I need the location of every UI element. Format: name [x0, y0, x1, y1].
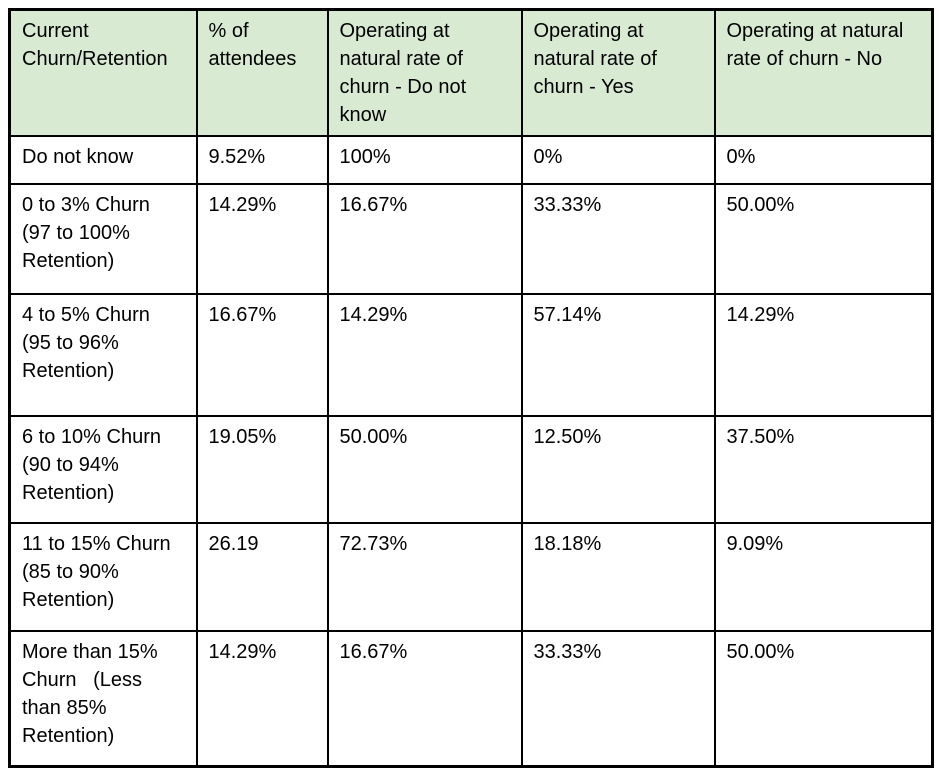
- table-cell: 100%: [326, 135, 523, 185]
- table-row: 6 to 10% Churn (90 to 94% Retention) 19.…: [8, 415, 934, 524]
- table-cell: 50.00%: [713, 630, 934, 767]
- row-label-cell: 11 to 15% Churn (85 to 90% Retention): [8, 522, 198, 632]
- column-header-pct-of-attendees: % of attendees: [195, 8, 329, 137]
- column-header-current-churn-retention: Current Churn/Retention: [8, 8, 198, 137]
- column-header-natural-rate-do-not-know: Operating at natural rate of churn - Do …: [326, 8, 523, 137]
- header-row: Current Churn/Retention % of attendees O…: [8, 8, 934, 137]
- table-cell: 0%: [713, 135, 934, 185]
- table-cell: 50.00%: [713, 183, 934, 295]
- table-cell: 14.29%: [713, 293, 934, 417]
- churn-retention-table: Current Churn/Retention % of attendees O…: [8, 8, 934, 768]
- table-row: 0 to 3% Churn (97 to 100% Retention) 14.…: [8, 183, 934, 295]
- table-cell: 19.05%: [195, 415, 329, 524]
- row-label-cell: More than 15% Churn (Less than 85% Reten…: [8, 630, 198, 767]
- table-cell: 16.67%: [195, 293, 329, 417]
- column-header-natural-rate-no: Operating at natural rate of churn - No: [713, 8, 934, 137]
- table-row: 4 to 5% Churn (95 to 96% Retention) 16.6…: [8, 293, 934, 417]
- table-cell: 18.18%: [520, 522, 716, 632]
- column-header-natural-rate-yes: Operating at natural rate of churn - Yes: [520, 8, 716, 137]
- table-row: More than 15% Churn (Less than 85% Reten…: [8, 630, 934, 767]
- table-cell: 33.33%: [520, 630, 716, 767]
- table-cell: 57.14%: [520, 293, 716, 417]
- row-label-cell: 4 to 5% Churn (95 to 96% Retention): [8, 293, 198, 417]
- table-row: 11 to 15% Churn (85 to 90% Retention) 26…: [8, 522, 934, 632]
- table-cell: 50.00%: [326, 415, 523, 524]
- table-cell: 12.50%: [520, 415, 716, 524]
- table-cell: 14.29%: [326, 293, 523, 417]
- table-cell: 33.33%: [520, 183, 716, 295]
- table-cell: 14.29%: [195, 183, 329, 295]
- table-cell: 37.50%: [713, 415, 934, 524]
- row-label-cell: Do not know: [8, 135, 198, 185]
- table-cell: 16.67%: [326, 630, 523, 767]
- table-cell: 0%: [520, 135, 716, 185]
- row-label-cell: 6 to 10% Churn (90 to 94% Retention): [8, 415, 198, 524]
- table-cell: 26.19: [195, 522, 329, 632]
- table-cell: 72.73%: [326, 522, 523, 632]
- table-cell: 16.67%: [326, 183, 523, 295]
- table-cell: 9.52%: [195, 135, 329, 185]
- table-cell: 14.29%: [195, 630, 329, 767]
- row-label-cell: 0 to 3% Churn (97 to 100% Retention): [8, 183, 198, 295]
- table-row: Do not know 9.52% 100% 0% 0%: [8, 135, 934, 185]
- table-cell: 9.09%: [713, 522, 934, 632]
